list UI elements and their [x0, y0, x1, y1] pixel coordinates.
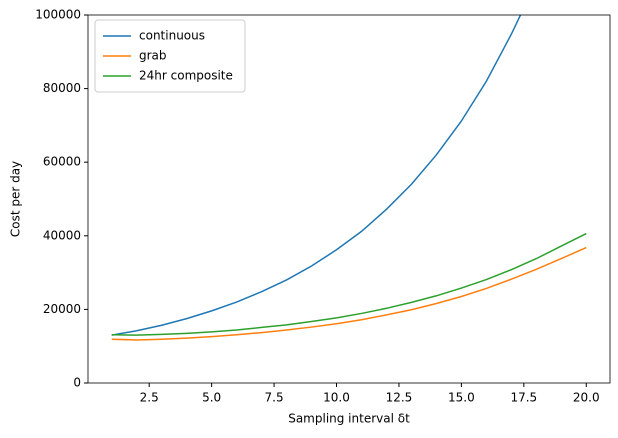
x-tick-label: 2.5: [140, 391, 159, 405]
x-tick-label: 20.0: [573, 391, 600, 405]
series-line: [111, 246, 587, 341]
y-tick-label: 20000: [43, 302, 81, 316]
series-line: [111, 232, 587, 336]
y-axis-label: Cost per day: [9, 161, 23, 237]
x-tick-label: 15.0: [448, 391, 475, 405]
x-tick-label: 10.0: [323, 391, 350, 405]
y-tick-label: 100000: [35, 8, 81, 22]
series-line: [111, 15, 522, 336]
x-tick-label: 17.5: [510, 391, 537, 405]
y-tick-label: 80000: [43, 81, 81, 95]
plot-frame: [87, 14, 611, 384]
legend-label: grab: [139, 49, 167, 63]
x-tick-label: 5.0: [202, 391, 221, 405]
legend-label: continuous: [139, 29, 205, 43]
legend-label: 24hr composite: [139, 69, 233, 83]
x-tick-label: 7.5: [265, 391, 284, 405]
y-tick-label: 40000: [43, 228, 81, 242]
x-axis-label: Sampling interval δt: [288, 412, 410, 426]
x-tick-label: 12.5: [386, 391, 413, 405]
legend-box: [94, 19, 246, 93]
y-tick-label: 0: [73, 376, 81, 390]
y-tick-label: 60000: [43, 155, 81, 169]
